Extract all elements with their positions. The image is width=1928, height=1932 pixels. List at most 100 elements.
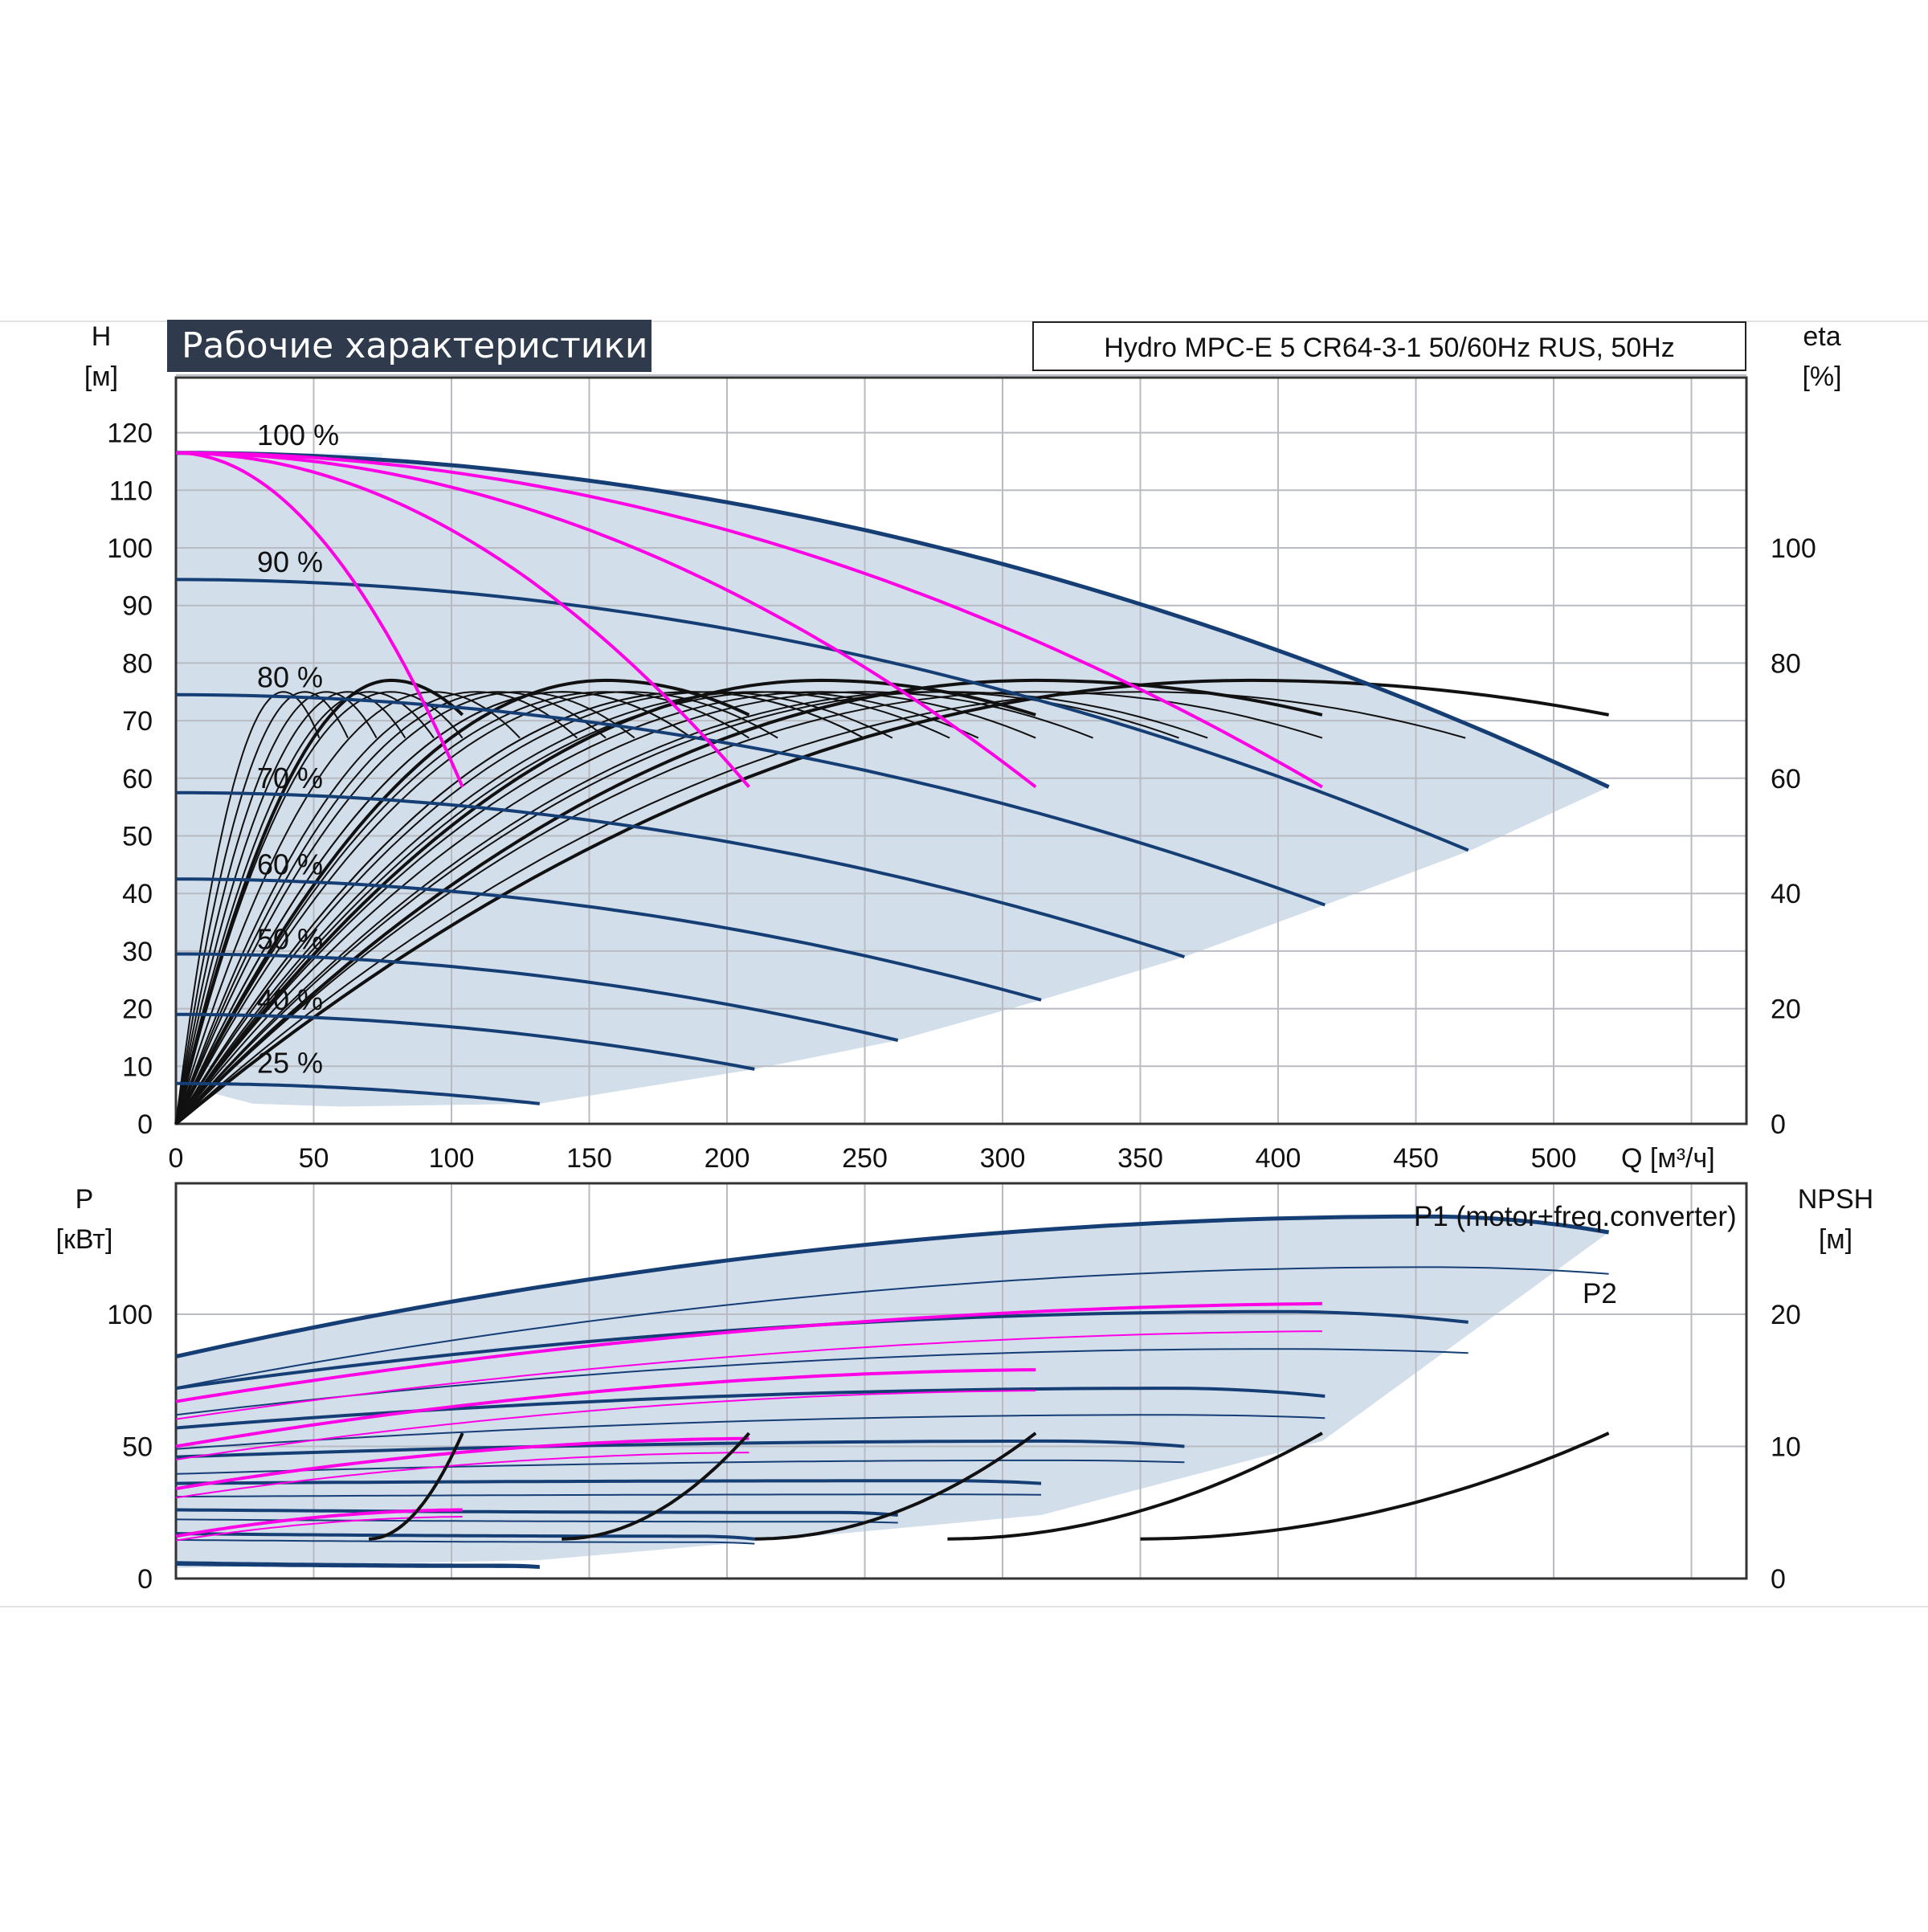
y-tick-label: 100 [107,533,153,564]
p2-curve [175,1414,1326,1450]
p2-curve-pumps [175,1330,1322,1420]
x-tick-label: 150 [566,1143,612,1174]
p1-curve [175,1508,898,1517]
speed-label: 60 % [257,848,323,880]
bottom-y-axis-label: P [76,1184,94,1215]
y2-tick-label: 40 [1771,879,1801,909]
y2-axis-unit: [%] [1802,361,1841,392]
head-curve [176,952,899,1042]
y-tick-label: 50 [122,822,153,852]
npsh-curve [754,1432,1037,1541]
p2-curve [175,1459,1185,1475]
x-tick-label: 400 [1256,1143,1301,1174]
efficiency-curve-reduced [175,691,1323,1125]
y-tick-label: 60 [122,764,153,794]
head-curve [175,451,1610,789]
bottom-y-axis-unit: [кВт] [56,1224,113,1255]
head-curve [176,1012,755,1071]
p1-curve [175,1387,1326,1430]
npsh-curve [1140,1432,1610,1541]
y2-tick-label: 0 [1771,1109,1786,1140]
bottom-grid [174,1182,1748,1580]
p1-curve-pumps [175,1436,750,1491]
top-curves [174,451,1610,1125]
p1-series-label: P1 (motor+freq.converter) [1414,1201,1737,1232]
x-tick-label: 350 [1117,1143,1163,1174]
y-tick-label: 0 [137,1109,153,1140]
bottom-curves [175,1214,1610,1569]
x-tick-label: 0 [169,1143,184,1174]
y-axis-label: H [92,321,112,352]
top-band-main [176,452,1609,1107]
y-axis-unit: [м] [84,361,118,392]
p2-curve-pumps [175,1390,1036,1460]
y-tick-label: 10 [122,1052,153,1082]
y-tick-label: 90 [122,591,153,622]
x-axis-label: Q [м³/ч] [1621,1143,1715,1174]
p1-curve-pumps [175,1368,1036,1448]
y2-tick-label: 80 [1771,648,1801,679]
speed-label: 40 % [257,983,323,1016]
x-tick-label: 450 [1393,1143,1439,1174]
head-curve [175,790,1186,959]
head-curve [175,578,1469,852]
x-tick-label: 300 [980,1143,1026,1174]
efficiency-curve-reduced [175,691,893,1125]
npsh-curve [368,1432,464,1541]
bottom-y-tick-label: 0 [137,1564,153,1595]
chart-title-badge: Рабочие характеристики [167,320,652,372]
y2-tick-label: 100 [1771,533,1816,564]
y-tick-label: 40 [122,879,153,909]
bottom-frame [174,1182,1748,1580]
bottom-y2-tick-label: 20 [1771,1300,1801,1330]
y-tick-label: 70 [122,706,153,737]
x-tick-label: 100 [429,1143,475,1174]
p2-curve [175,1493,1042,1498]
bottom-y2-tick-label: 0 [1771,1564,1786,1595]
bottom-y2-axis-label: NPSH [1798,1184,1873,1215]
p2-series-label: P2 [1583,1278,1617,1309]
top-grid [174,374,1748,1125]
p2-curve [175,1538,755,1545]
bottom-y2-axis-unit: [м] [1819,1224,1852,1255]
bottom-y-tick-label: 50 [122,1432,153,1463]
head-curve [175,692,1326,907]
speed-label: 100 % [257,419,339,451]
head-curve [176,877,1042,1002]
p1-curve [175,1561,540,1569]
bottom-y2-tick-label: 10 [1771,1432,1801,1463]
p2-curve [175,1564,540,1569]
efficiency-curve-reduced [175,691,950,1125]
npsh-curve [562,1432,750,1541]
head-curve-pumps [175,451,1323,789]
bottom-y-tick-label: 100 [107,1300,153,1330]
bottom-labels: 0 50 100 0 10 20 P [кВт] NPSH [м] P1 (motor+freq.c… [56,1184,1874,1595]
model-label-box: Hydro MPC-E 5 CR64-3-1 50/60Hz RUS, 50Hz [1032,321,1746,371]
y-tick-label: 120 [107,419,153,449]
p1-curve [175,1214,1610,1359]
efficiency-curve-reduced [175,691,1179,1125]
y-tick-label: 20 [122,995,153,1025]
speed-label: 70 % [257,762,323,794]
top-frame [174,376,1748,1125]
efficiency-curve-reduced [175,691,778,1125]
top-labels: 100 %90 %80 %70 %60 %50 %40 %25 %0 50 100 1… [84,321,1842,1174]
y2-tick-label: 20 [1771,995,1801,1025]
efficiency-curve-reduced [175,691,692,1125]
head-curve-pumps [175,451,1037,789]
speed-label: 90 % [257,545,323,578]
p2-curve-pumps [175,1516,463,1542]
p1-curve [175,1439,1185,1459]
p1-curve [175,1479,1042,1485]
p2-curve [175,1266,1609,1389]
speed-label: 25 % [257,1047,323,1080]
p2-curve [175,1348,1468,1416]
y-tick-label: 110 [109,476,153,506]
x-tick-label: 250 [842,1143,888,1174]
x-tick-label: 50 [299,1143,329,1174]
efficiency-curve-reduced [175,691,1466,1125]
x-tick-label: 500 [1531,1143,1577,1174]
p1-curve-pumps [175,1508,463,1538]
